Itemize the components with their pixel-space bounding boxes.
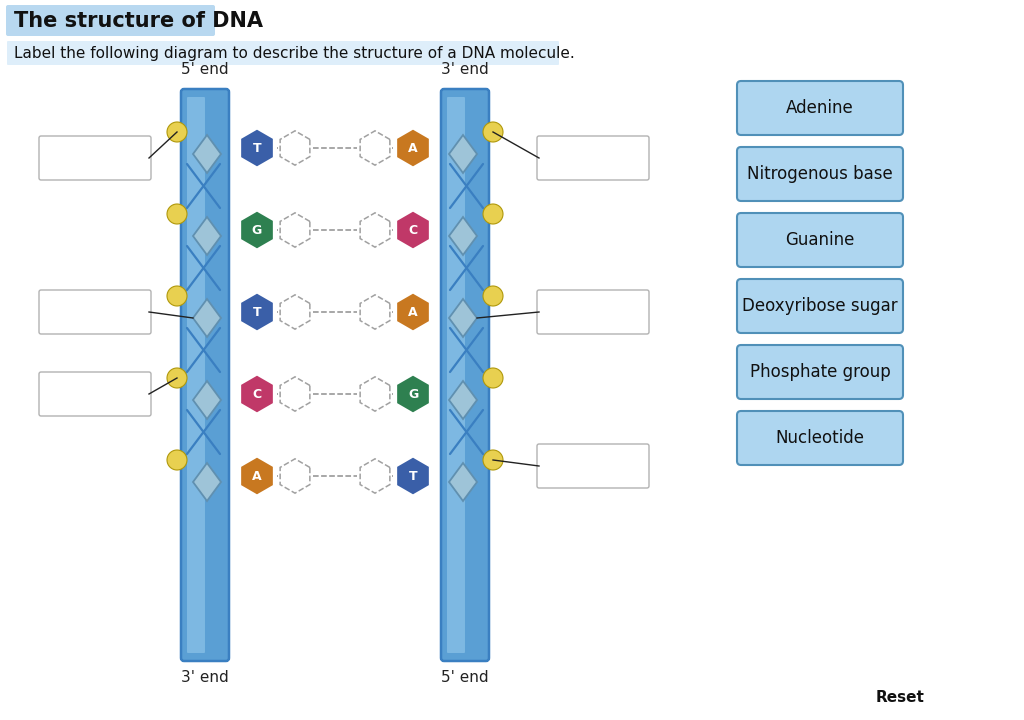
Polygon shape	[449, 135, 477, 173]
Polygon shape	[240, 128, 273, 168]
Polygon shape	[449, 381, 477, 419]
FancyBboxPatch shape	[187, 97, 205, 653]
FancyBboxPatch shape	[39, 372, 151, 416]
Text: Reset: Reset	[876, 690, 925, 706]
Polygon shape	[360, 295, 390, 329]
Polygon shape	[360, 377, 390, 411]
FancyBboxPatch shape	[6, 5, 215, 36]
Polygon shape	[193, 299, 221, 337]
Circle shape	[167, 286, 187, 306]
Polygon shape	[449, 299, 477, 337]
Polygon shape	[396, 292, 430, 331]
Text: C: C	[409, 223, 418, 236]
FancyBboxPatch shape	[447, 97, 465, 653]
FancyBboxPatch shape	[7, 41, 559, 65]
Text: Phosphate group: Phosphate group	[750, 363, 891, 381]
Text: C: C	[253, 387, 261, 400]
Text: Deoxyribose sugar: Deoxyribose sugar	[742, 297, 898, 315]
Polygon shape	[193, 217, 221, 255]
Polygon shape	[240, 456, 273, 495]
Circle shape	[483, 368, 503, 388]
FancyBboxPatch shape	[537, 136, 649, 180]
FancyBboxPatch shape	[537, 444, 649, 488]
Polygon shape	[449, 217, 477, 255]
Polygon shape	[396, 128, 430, 168]
Polygon shape	[193, 381, 221, 419]
Polygon shape	[396, 456, 430, 495]
Polygon shape	[281, 459, 310, 493]
Circle shape	[483, 204, 503, 224]
FancyBboxPatch shape	[441, 89, 489, 661]
Circle shape	[167, 204, 187, 224]
Polygon shape	[281, 131, 310, 165]
FancyBboxPatch shape	[39, 290, 151, 334]
Text: 5' end: 5' end	[181, 62, 228, 77]
Text: 3' end: 3' end	[181, 670, 229, 685]
Polygon shape	[360, 213, 390, 247]
Text: A: A	[409, 305, 418, 318]
Text: Nitrogenous base: Nitrogenous base	[748, 165, 893, 183]
Text: G: G	[252, 223, 262, 236]
Text: Nucleotide: Nucleotide	[775, 429, 864, 447]
Circle shape	[483, 122, 503, 142]
Text: A: A	[252, 469, 262, 482]
Text: T: T	[253, 142, 261, 155]
Text: 5' end: 5' end	[441, 670, 488, 685]
Polygon shape	[360, 459, 390, 493]
Polygon shape	[449, 463, 477, 501]
Circle shape	[483, 450, 503, 470]
Text: The structure of DNA: The structure of DNA	[14, 11, 263, 30]
Text: T: T	[409, 469, 418, 482]
Polygon shape	[360, 131, 390, 165]
Text: T: T	[253, 305, 261, 318]
Text: Adenine: Adenine	[786, 99, 854, 117]
Polygon shape	[281, 377, 310, 411]
Polygon shape	[240, 210, 273, 250]
FancyBboxPatch shape	[737, 81, 903, 135]
Polygon shape	[281, 213, 310, 247]
Polygon shape	[240, 292, 273, 331]
Polygon shape	[193, 135, 221, 173]
Circle shape	[167, 368, 187, 388]
Circle shape	[167, 122, 187, 142]
Polygon shape	[281, 295, 310, 329]
Text: G: G	[408, 387, 418, 400]
Polygon shape	[240, 374, 273, 413]
FancyBboxPatch shape	[737, 213, 903, 267]
Circle shape	[483, 286, 503, 306]
FancyBboxPatch shape	[537, 290, 649, 334]
FancyBboxPatch shape	[181, 89, 229, 661]
Text: 3' end: 3' end	[441, 62, 488, 77]
Polygon shape	[193, 463, 221, 501]
FancyBboxPatch shape	[737, 345, 903, 399]
FancyBboxPatch shape	[737, 147, 903, 201]
Polygon shape	[396, 374, 430, 413]
Text: A: A	[409, 142, 418, 155]
FancyBboxPatch shape	[39, 136, 151, 180]
Text: Guanine: Guanine	[785, 231, 855, 249]
Circle shape	[167, 450, 187, 470]
FancyBboxPatch shape	[737, 279, 903, 333]
Text: Label the following diagram to describe the structure of a DNA molecule.: Label the following diagram to describe …	[14, 45, 574, 60]
Polygon shape	[396, 210, 430, 250]
FancyBboxPatch shape	[737, 411, 903, 465]
